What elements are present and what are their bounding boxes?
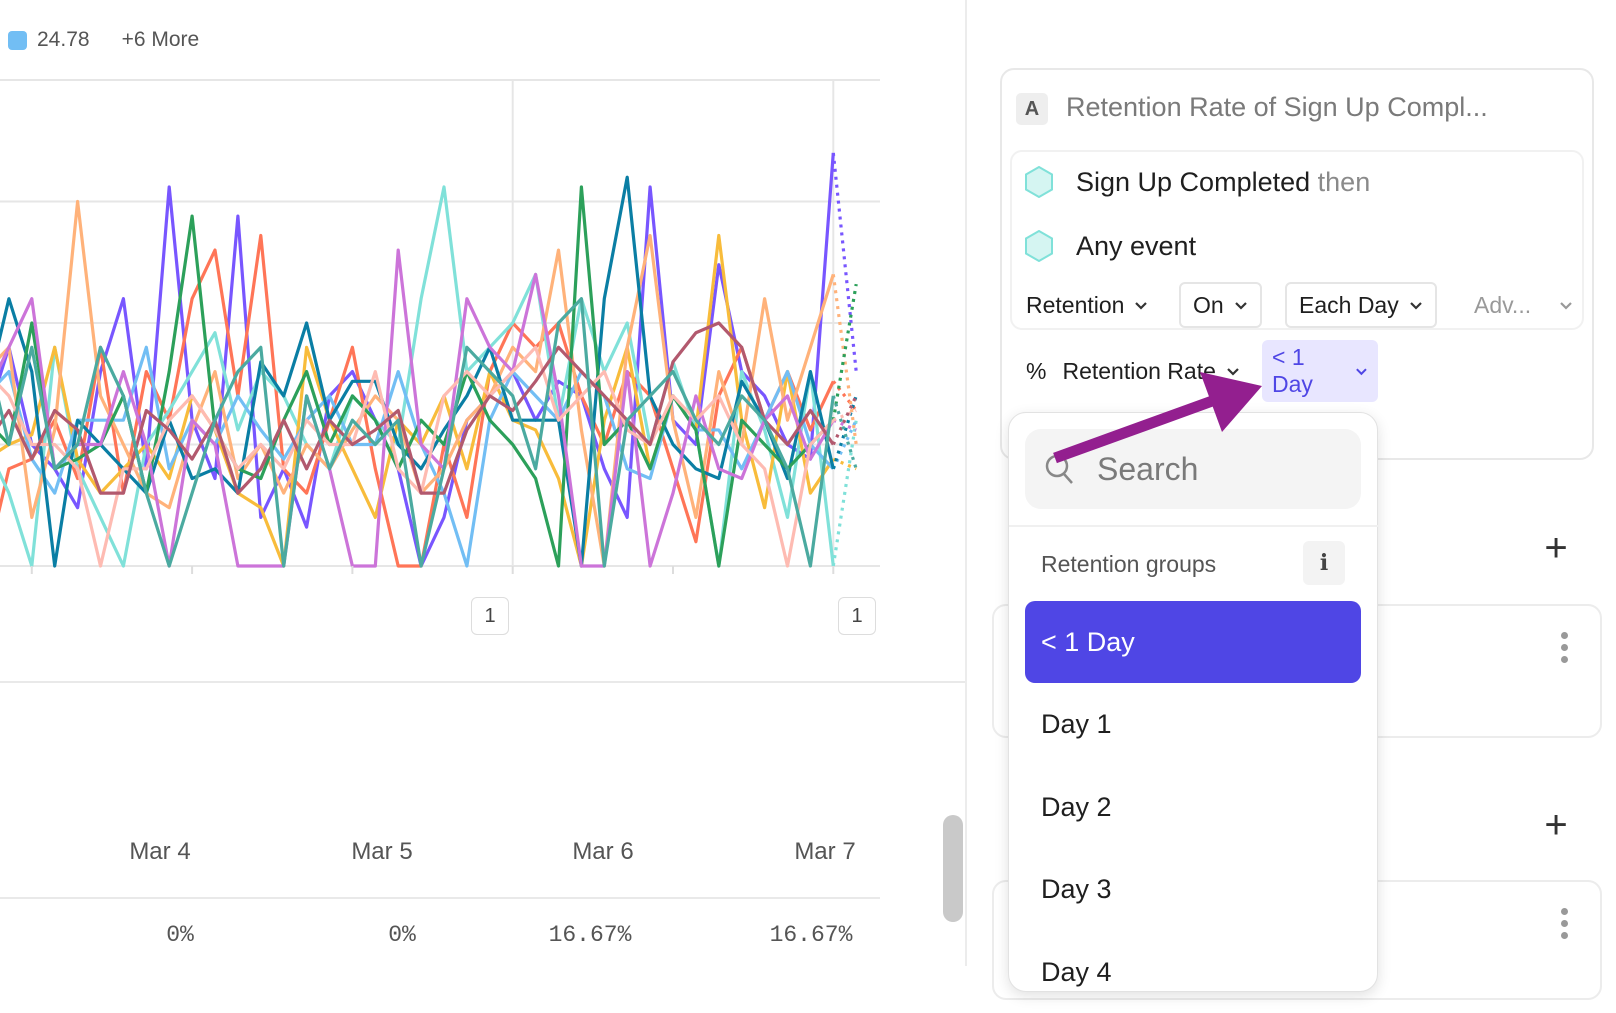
advanced-dropdown[interactable]: Adv... bbox=[1462, 282, 1585, 328]
event-hexagon-icon bbox=[1025, 166, 1053, 198]
metric-title[interactable]: Retention Rate of Sign Up Compl... bbox=[1066, 92, 1488, 122]
dropdown-label: Each Day bbox=[1299, 291, 1399, 318]
legend-value: 24.78 bbox=[37, 28, 90, 51]
retention-groups-menu: Retention groups i < 1 Day Day 1 Day 2 D… bbox=[1008, 412, 1379, 992]
menu-divider bbox=[1009, 525, 1379, 527]
table-column-header: Mar 7 bbox=[794, 838, 856, 865]
chevron-down-icon bbox=[1409, 301, 1422, 310]
interval-dropdown[interactable]: Each Day bbox=[1285, 282, 1437, 328]
section-divider bbox=[0, 681, 965, 683]
retention-line-chart: Apr 24 May 1 May 8 May 15 May 22 May 29 bbox=[0, 79, 880, 586]
series-incomplete-segment bbox=[831, 152, 858, 372]
event-name: Sign Up Completed bbox=[1076, 166, 1311, 197]
search-input[interactable] bbox=[1095, 449, 1345, 489]
section-label: Retention groups bbox=[1041, 551, 1217, 577]
x-tick-label: May 1 bbox=[166, 584, 218, 586]
table-column-header: Mar 4 bbox=[129, 838, 191, 865]
annotation-marker[interactable]: 1 bbox=[838, 597, 876, 635]
search-field[interactable] bbox=[1025, 429, 1361, 509]
retention-group-dropdown[interactable]: < 1 Day bbox=[1262, 340, 1378, 402]
table-column-header: Mar 6 bbox=[572, 838, 634, 865]
event-name: Any event bbox=[1076, 230, 1197, 261]
dropdown-label: Retention bbox=[1026, 291, 1125, 318]
add-button[interactable]: + bbox=[1544, 803, 1568, 847]
legend-more-button[interactable]: +6 More bbox=[121, 28, 200, 51]
menu-option-day-3[interactable]: Day 3 bbox=[1041, 873, 1112, 904]
table-cell: 0% bbox=[166, 922, 194, 948]
series-line bbox=[0, 152, 835, 568]
retention-type-dropdown[interactable]: Retention bbox=[1014, 282, 1160, 328]
series-incomplete-segment bbox=[831, 419, 858, 567]
add-button[interactable]: + bbox=[1544, 526, 1568, 570]
search-icon bbox=[1045, 454, 1073, 484]
kebab-menu-icon[interactable] bbox=[1559, 632, 1569, 663]
event-connector: then bbox=[1317, 166, 1371, 197]
chart-legend: 24.78 +6 More bbox=[8, 28, 199, 52]
menu-option-day-2[interactable]: Day 2 bbox=[1041, 791, 1112, 822]
series-line bbox=[0, 321, 835, 495]
menu-option-day-1[interactable]: Day 1 bbox=[1041, 708, 1112, 739]
legend-swatch bbox=[8, 30, 27, 50]
dropdown-label: On bbox=[1193, 291, 1224, 318]
table-divider bbox=[0, 897, 880, 899]
percent-icon: % bbox=[1026, 357, 1047, 384]
chevron-down-icon bbox=[1227, 367, 1239, 376]
chevron-down-icon bbox=[1135, 301, 1148, 310]
dropdown-label: Adv... bbox=[1474, 291, 1532, 318]
annotation-marker[interactable]: 1 bbox=[471, 597, 509, 635]
dropdown-label: < 1 Day bbox=[1272, 344, 1313, 397]
series-incomplete-segment bbox=[831, 395, 858, 446]
series-line bbox=[0, 345, 835, 568]
dropdown-label: Retention Rate bbox=[1062, 357, 1216, 384]
x-tick-label: May 15 bbox=[482, 584, 544, 586]
scrollbar-thumb[interactable] bbox=[943, 815, 963, 922]
x-tick-label: May 29 bbox=[802, 584, 864, 586]
panel-divider bbox=[965, 0, 967, 966]
chevron-down-icon bbox=[1356, 367, 1367, 375]
event-hexagon-icon bbox=[1025, 230, 1053, 262]
series-incomplete-segment bbox=[832, 380, 858, 412]
measure-dropdown[interactable]: % Retention Rate bbox=[1014, 348, 1252, 394]
table-column-header: Mar 5 bbox=[351, 838, 413, 865]
menu-option-less-than-1-day[interactable]: < 1 Day bbox=[1025, 601, 1361, 683]
metric-badge: A bbox=[1016, 93, 1048, 125]
chevron-down-icon bbox=[1234, 301, 1247, 310]
menu-option-day-4[interactable]: Day 4 bbox=[1041, 956, 1112, 987]
event-steps-box bbox=[1010, 150, 1584, 330]
retention-mode-dropdown[interactable]: On bbox=[1179, 282, 1262, 328]
event-step[interactable]: Sign Up Completed then bbox=[1024, 166, 1370, 198]
x-tick-label: May 8 bbox=[327, 584, 379, 586]
x-tick-label: Apr 24 bbox=[22, 584, 78, 586]
table-cell: 0% bbox=[388, 922, 416, 948]
series-line bbox=[0, 297, 835, 568]
series-incomplete-segment bbox=[831, 283, 858, 421]
event-step[interactable]: Any event bbox=[1024, 230, 1196, 262]
chevron-down-icon bbox=[1560, 301, 1572, 310]
info-icon[interactable]: i bbox=[1303, 541, 1345, 585]
x-tick-label: May 22 bbox=[642, 584, 704, 586]
table-cell: 16.67% bbox=[548, 922, 632, 948]
kebab-menu-icon[interactable] bbox=[1559, 908, 1569, 939]
table-cell: 16.67% bbox=[769, 922, 853, 948]
